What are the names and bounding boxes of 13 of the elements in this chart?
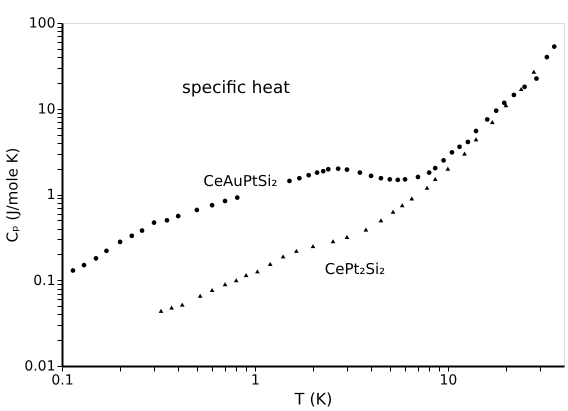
y-tick-label: 100	[28, 16, 56, 32]
y-axis-title: Cₚ (J/mole K)	[3, 148, 22, 242]
x-tick-label: 0.1	[51, 372, 74, 388]
x-tick-label: 10	[439, 372, 458, 388]
series-label: CeAuPtSi₂	[203, 172, 278, 190]
series-label: CePt₂Si₂	[324, 260, 386, 278]
annotation: specific heat	[182, 78, 290, 98]
y-tick-label: 0.01	[24, 358, 56, 374]
y-tick-label: 0.1	[33, 272, 56, 289]
y-tick-label: 10	[38, 101, 56, 118]
x-axis-title: T (K)	[294, 390, 332, 408]
x-tick-label: 1	[250, 372, 260, 388]
y-tick-label: 1	[46, 187, 56, 203]
